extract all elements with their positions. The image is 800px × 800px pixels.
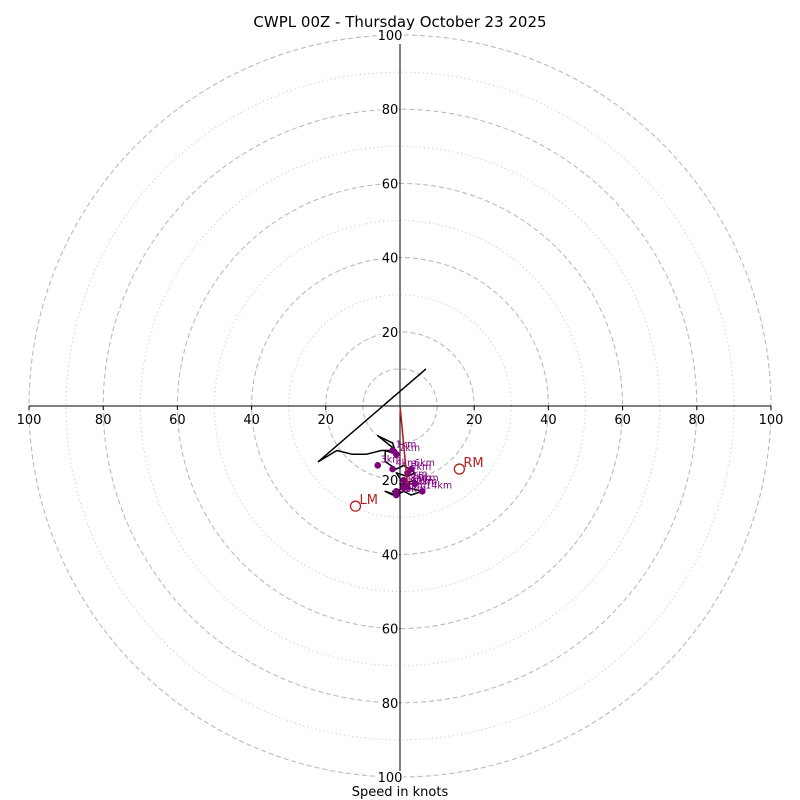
y-tick-label-background [380,548,400,564]
y-tick-label-background [380,622,400,638]
x-axis-label: Speed in knots [352,785,449,800]
y-tick-label: 100 [378,29,403,44]
height-marker-label: 2km [399,443,420,454]
y-tick-label-background [380,474,400,490]
storm-motion-marker [453,463,466,475]
height-marker-point [418,488,426,495]
y-tick-label-background [380,103,400,119]
y-tick-label-background [376,771,404,786]
y-tick-label: 20 [382,474,399,489]
y-tick-label-background [380,177,400,193]
mean-wind-line [399,405,409,484]
y-tick-label: 80 [382,103,399,118]
height-marker-point [392,491,400,499]
height-marker-label: 12km [410,477,437,488]
height-marker-label: 13km [399,484,426,495]
x-tick-label: 60 [169,413,186,428]
x-tick-label: 20 [466,413,483,428]
height-marker-label: 11km [399,480,426,491]
x-tick-label: 60 [614,413,631,428]
tick-labels: 20 20 20 20 40 40 40 40 60 60 60 60 80 80 80 80 100 100 10… [17,29,784,786]
y-tick-label-background [380,251,400,267]
y-tick-label-background [380,696,400,712]
storm-motion-label: LM [359,493,377,508]
storm-motion-marker [349,500,362,512]
y-tick-label: 60 [382,177,399,192]
y-tick-label: 80 [382,697,399,712]
height-marker-point [389,465,396,473]
storm-motion: RM LM [349,405,484,512]
height-marker-label: 6km [414,458,435,469]
chart-title: CWPL 00Z - Thursday October 23 2025 [253,13,546,31]
height-marker-point [411,480,419,488]
height-marker-label: 10km [407,477,434,488]
x-tick-label: 100 [759,413,784,428]
x-tick-label: 80 [95,413,112,428]
y-tick-label-background [376,29,404,44]
height-marker-point [374,462,382,469]
height-marker-label: 3km [381,454,402,465]
height-marker-point [404,484,411,491]
y-tick-label: 100 [378,771,403,786]
height-marker-label: 7km [407,469,428,480]
height-marker-label: 8km [410,473,431,484]
height-marker-label: 9km [418,473,439,484]
y-tick-label: 40 [382,548,399,563]
height-marker-point [407,465,415,473]
x-tick-label: 40 [243,413,260,428]
y-tick-label-background [380,325,400,341]
x-tick-label: 100 [17,413,42,428]
y-tick-label: 20 [382,326,399,341]
y-tick-label: 60 [382,623,399,638]
x-tick-label: 20 [318,413,335,428]
height-marker-point [392,450,400,458]
storm-motion-label: RM [463,456,483,471]
height-marker-label: 14km [425,480,452,491]
y-tick-label: 40 [382,252,399,267]
x-tick-label: 80 [689,413,706,428]
height-marker-label: 5km [410,462,431,473]
x-tick-label: 40 [540,413,557,428]
height-marker-label: 1km [396,440,417,451]
